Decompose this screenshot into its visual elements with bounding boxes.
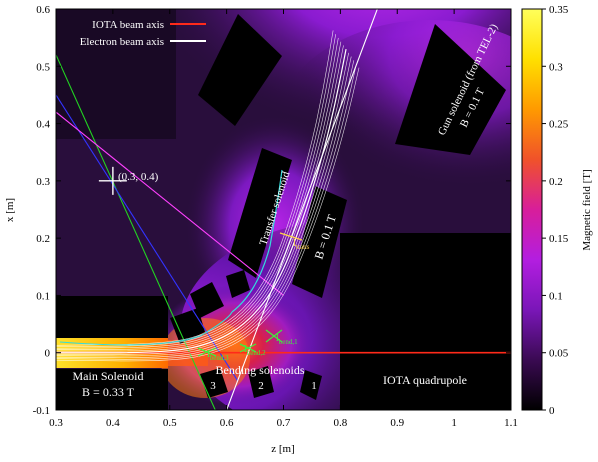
x-axis-label: z [m] <box>271 443 295 455</box>
electron-trajectory <box>56 30 334 346</box>
l-bend-3-label: lbend,3 <box>207 349 229 362</box>
x-tick-label: 1.1 <box>504 417 518 429</box>
main-solenoid-label: Main Solenoid <box>73 369 144 383</box>
y-tick-label: 0.1 <box>36 290 50 302</box>
y-tick-label: 0.6 <box>36 4 50 16</box>
y-tick-label: 0.5 <box>36 61 50 73</box>
guide-line-green <box>56 54 216 410</box>
electron-trajectory <box>56 37 339 349</box>
electron-trajectory <box>56 41 342 351</box>
bending-solenoid-1-label: 1 <box>311 380 317 392</box>
colorbar <box>521 8 543 411</box>
colorbar-tick-label: 0.25 <box>549 119 569 131</box>
electron-axis-straight-line <box>226 9 378 410</box>
electron-trajectory <box>56 60 355 358</box>
y-tick-label: 0.4 <box>36 119 50 131</box>
field-edge-line-lower <box>59 311 233 346</box>
x-tick-label: 0.7 <box>277 417 291 429</box>
guide-line-magenta <box>56 111 284 296</box>
guide-line-blue <box>56 94 239 382</box>
x-tick-label: 0.5 <box>163 417 177 429</box>
x-tick-label: 0.8 <box>334 417 348 429</box>
colorbar-tick-label: 0.35 <box>549 4 569 16</box>
x-tick-label: 0.3 <box>49 417 63 429</box>
electron-beam-axis-line <box>56 48 347 354</box>
electron-trajectory <box>56 63 357 360</box>
l-trans-label: ltrans <box>293 238 310 251</box>
electron-trajectory <box>56 67 360 362</box>
x-tick-label: 0.9 <box>390 417 404 429</box>
point-label: (0.3, 0.4) <box>118 171 159 183</box>
main-solenoid-lower <box>56 369 168 410</box>
transfer-solenoid-block <box>228 148 292 278</box>
colorbar-tick-label: 0.05 <box>549 348 569 360</box>
colorbar-tick-label: 0.3 <box>549 61 563 73</box>
l-bend-2-label: lbend,2 <box>244 344 266 357</box>
l-trans-marker <box>279 232 303 241</box>
electron-trajectory <box>56 56 352 357</box>
axes: 0.3 0.4 0.5 0.6 0.7 0.8 0.9 1 1.1 -0.1 0 0.1 0.2 0.3 0… <box>33 4 518 429</box>
y-tick-label: -0.1 <box>33 405 50 417</box>
colorbar-tick-label: 0.2 <box>549 176 563 188</box>
legend-iota-label: IOTA beam axis <box>92 19 164 31</box>
y-tick-label: 0.3 <box>36 176 50 188</box>
colorbar-label: Magnetic field [T] <box>581 169 593 250</box>
main-solenoid-upper <box>56 296 168 338</box>
bending-solenoid-2 <box>248 366 274 398</box>
l-bend-3-cross <box>197 347 217 357</box>
colorbar-tick-label: 0 <box>549 405 555 417</box>
l-bend-2-cross <box>239 343 257 353</box>
bending-solenoid-1 <box>300 370 322 400</box>
legend-electron-label: Electron beam axis <box>80 36 164 48</box>
legend: IOTA beam axis Electron beam axis <box>80 19 206 48</box>
iota-quadrupole-label: IOTA quadrupole <box>383 373 467 387</box>
bend-solenoid-top-c <box>226 270 250 298</box>
iota-quadrupole <box>340 233 511 410</box>
bend-solenoid-top-a <box>170 308 205 344</box>
bending-solenoid-3-label: 3 <box>210 380 216 392</box>
bending-solenoid-2-label: 2 <box>258 380 264 392</box>
l-bend-1-label: lbend,1 <box>276 333 298 346</box>
x-tick-label: 0.6 <box>220 417 234 429</box>
field-edge-line <box>231 169 283 313</box>
colorbar-ticks: 0 0.05 0.1 0.15 0.2 0.25 0.3 0.35 <box>542 4 569 417</box>
y-tick-label: 0.2 <box>36 233 50 245</box>
l-bend-1-cross <box>265 329 283 343</box>
overlay-lines <box>56 9 511 410</box>
electron-trajectory <box>56 45 344 352</box>
main-solenoid-field: B = 0.33 T <box>82 385 135 399</box>
gun-solenoid-left <box>198 14 282 126</box>
x-tick-label: 1 <box>451 417 457 429</box>
electron-trajectory <box>56 34 337 348</box>
y-tick-label: 0 <box>45 348 51 360</box>
colorbar-tick-label: 0.15 <box>549 233 569 245</box>
electron-trajectory <box>56 52 349 355</box>
magnet-shapes <box>56 14 511 410</box>
bending-solenoids-label: Bending solenoids <box>216 363 305 377</box>
gun-solenoid-right <box>395 24 506 155</box>
bend-solenoid-top-b <box>190 282 224 318</box>
colorbar-tick-label: 0.1 <box>549 290 563 302</box>
y-axis-label: x [m] <box>4 198 16 222</box>
x-tick-label: 0.4 <box>106 417 120 429</box>
cut-labels: ltrans lbend,1 lbend,2 lbend,3 <box>207 238 310 362</box>
transfer-solenoid-right <box>292 186 347 298</box>
